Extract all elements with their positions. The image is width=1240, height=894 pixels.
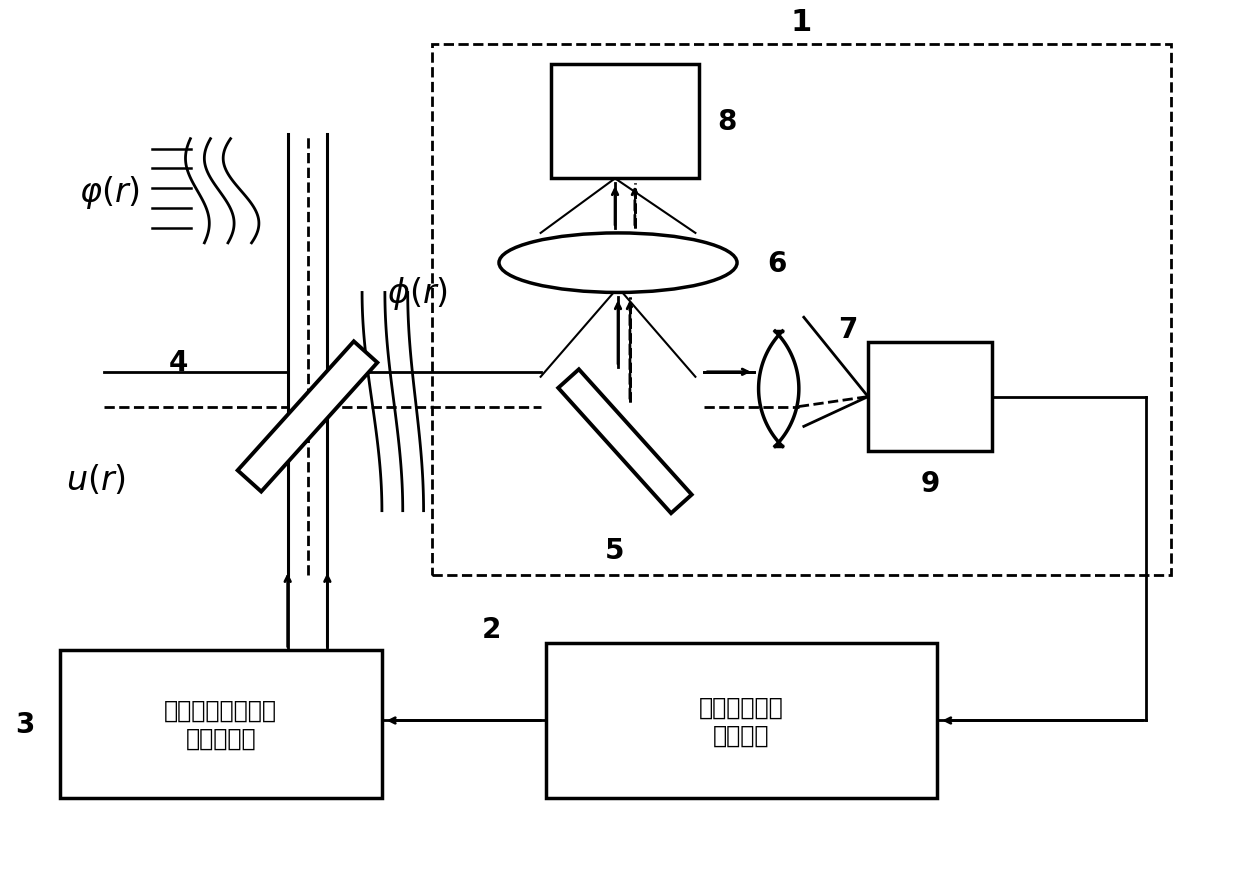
Text: 线性相位差异
算法模块: 线性相位差异 算法模块	[699, 695, 784, 746]
Text: 5: 5	[605, 536, 625, 565]
Text: $\phi(r)$: $\phi(r)$	[387, 274, 448, 312]
Text: 9: 9	[920, 469, 940, 497]
Text: 6: 6	[766, 249, 786, 277]
FancyBboxPatch shape	[868, 342, 992, 451]
Polygon shape	[558, 370, 692, 514]
Text: 2: 2	[481, 615, 501, 643]
Text: 3: 3	[15, 710, 35, 738]
Text: $\varphi(r)$: $\varphi(r)$	[79, 173, 140, 210]
Ellipse shape	[498, 233, 737, 293]
Text: 波前校正器驱动控
制电路模块: 波前校正器驱动控 制电路模块	[164, 698, 278, 750]
Text: 1: 1	[790, 8, 812, 38]
Polygon shape	[238, 342, 377, 492]
FancyBboxPatch shape	[60, 650, 382, 798]
Text: 7: 7	[838, 316, 858, 344]
Text: 4: 4	[169, 349, 188, 376]
FancyBboxPatch shape	[546, 643, 937, 798]
FancyBboxPatch shape	[551, 65, 699, 179]
Text: 8: 8	[717, 108, 737, 136]
Text: $u(r)$: $u(r)$	[67, 462, 126, 496]
